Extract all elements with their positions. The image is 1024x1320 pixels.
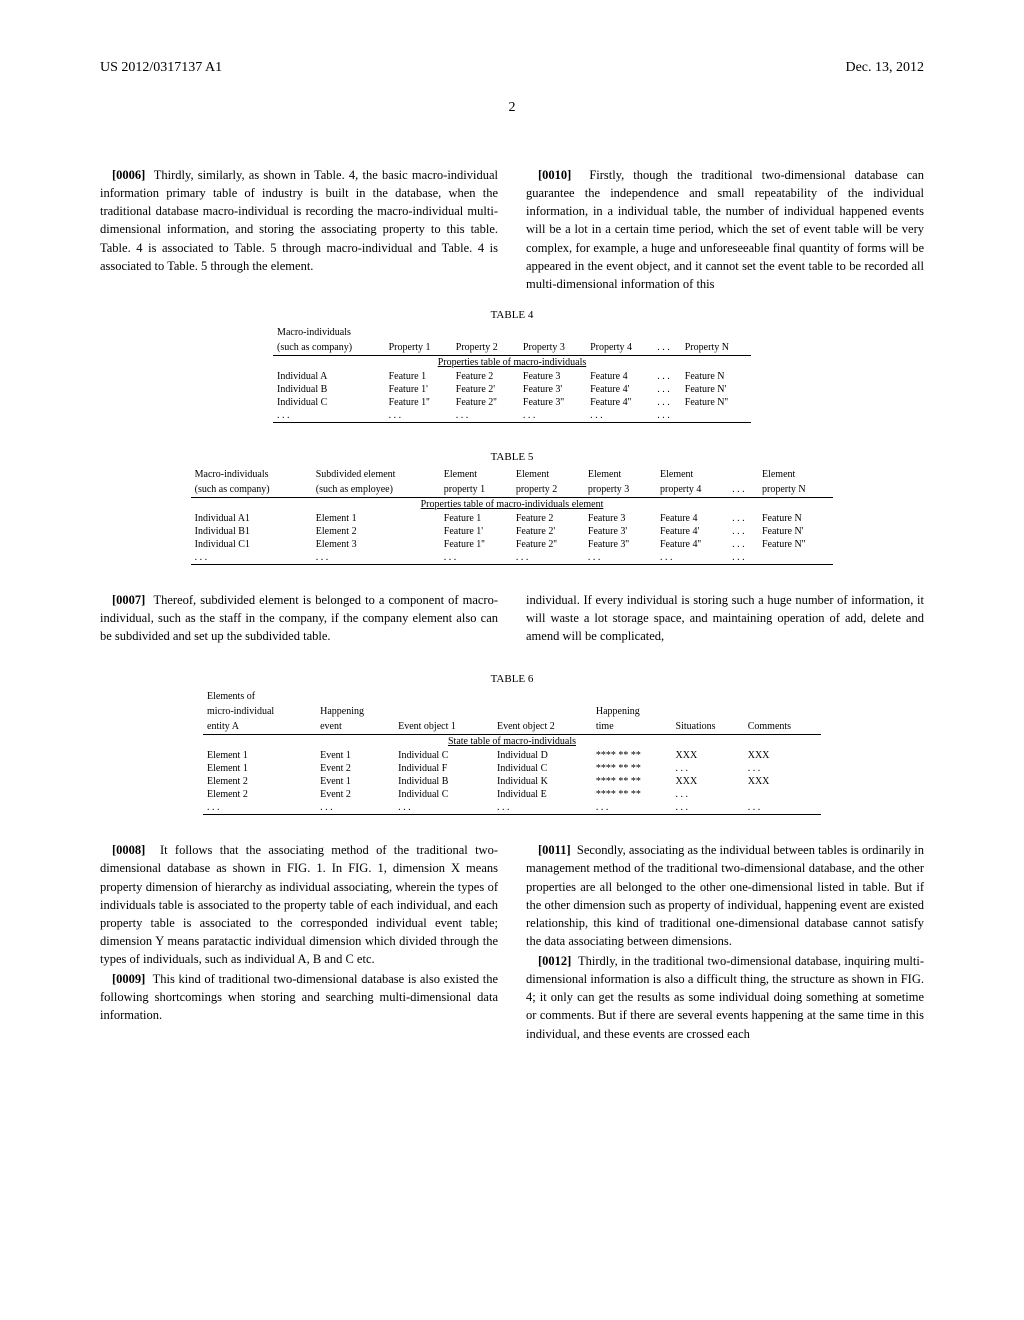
table-row: Element 2Event 2Individual CIndividual E… bbox=[203, 788, 821, 801]
bottom-two-column: [0008] It follows that the associating m… bbox=[100, 841, 924, 1044]
para-num-0008: [0008] bbox=[112, 843, 145, 857]
left-column-mid: [0007] Thereof, subdivided element is be… bbox=[100, 591, 498, 647]
patent-page: US 2012/0317137 A1 Dec. 13, 2012 2 [0006… bbox=[0, 0, 1024, 1320]
table-row: Individual B1Element 2Feature 1'Feature … bbox=[191, 525, 834, 538]
table-6-wrap: TABLE 6 State table of macro-individuals… bbox=[203, 673, 821, 815]
para-num-0010: [0010] bbox=[538, 168, 571, 182]
para-num-0006: [0006] bbox=[112, 168, 145, 182]
t6-body: Element 1Event 1Individual CIndividual D… bbox=[203, 749, 821, 815]
t4-h-macro2: (such as company) bbox=[273, 340, 385, 356]
para-num-0011: [0011] bbox=[538, 843, 571, 857]
paragraph-0010: [0010] Firstly, though the traditional t… bbox=[526, 166, 924, 293]
table-5: Properties table of macro-individuals el… bbox=[191, 467, 834, 565]
paragraph-0006: [0006] Thirdly, similarly, as shown in T… bbox=[100, 166, 498, 275]
top-two-column: [0006] Thirdly, similarly, as shown in T… bbox=[100, 166, 924, 295]
paragraph-0007: [0007] Thereof, subdivided element is be… bbox=[100, 591, 498, 645]
t4-c4: Property 4 bbox=[586, 340, 653, 356]
paragraph-0008: [0008] It follows that the associating m… bbox=[100, 841, 498, 968]
table-6-label: TABLE 6 bbox=[203, 673, 821, 685]
table-4: Properties table of macro-individuals Ma… bbox=[273, 325, 751, 423]
table-4-wrap: TABLE 4 Properties table of macro-indivi… bbox=[273, 309, 751, 423]
table-4-label: TABLE 4 bbox=[273, 309, 751, 321]
para-text-0006: Thirdly, similarly, as shown in Table. 4… bbox=[100, 168, 498, 273]
para-text-0009: This kind of traditional two-dimensional… bbox=[100, 972, 498, 1022]
mid-two-column: [0007] Thereof, subdivided element is be… bbox=[100, 591, 924, 647]
publication-date: Dec. 13, 2012 bbox=[845, 60, 924, 76]
paragraph-0009: [0009] This kind of traditional two-dime… bbox=[100, 970, 498, 1024]
para-text-0007: Thereof, subdivided element is belonged … bbox=[100, 593, 498, 643]
table-row: Element 1Event 2Individual FIndividual C… bbox=[203, 762, 821, 775]
t4-c3: Property 3 bbox=[519, 340, 586, 356]
t4-c1: Property 1 bbox=[385, 340, 452, 356]
page-header: US 2012/0317137 A1 Dec. 13, 2012 bbox=[100, 60, 924, 76]
para-text-0012: Thirdly, in the traditional two-dimensio… bbox=[526, 954, 924, 1041]
t6-h2: micro-individual bbox=[203, 704, 316, 719]
t5-h2b: (such as employee) bbox=[312, 482, 440, 498]
para-text-0010: Firstly, though the traditional two-dime… bbox=[526, 168, 924, 291]
table-row: Individual CFeature 1''Feature 2''Featur… bbox=[273, 396, 751, 409]
table-6-title: State table of macro-individuals bbox=[448, 736, 576, 747]
para-num-0007: [0007] bbox=[112, 593, 145, 607]
paragraph-0012: [0012] Thirdly, in the traditional two-d… bbox=[526, 952, 924, 1043]
table-row: Individual C1Element 3Feature 1''Feature… bbox=[191, 538, 834, 551]
right-column-top: [0010] Firstly, though the traditional t… bbox=[526, 166, 924, 295]
table-row: Individual A1Element 1Feature 1Feature 2… bbox=[191, 512, 834, 525]
table-row: . . .. . .. . .. . .. . .. . .. . . bbox=[203, 801, 821, 815]
table-row: Individual AFeature 1Feature 2Feature 3F… bbox=[273, 370, 751, 383]
table-row: Individual BFeature 1'Feature 2'Feature … bbox=[273, 383, 751, 396]
table-5-title: Properties table of macro-individuals el… bbox=[421, 499, 604, 510]
t4-c5: . . . bbox=[653, 340, 681, 356]
t4-h-macro1: Macro-individuals bbox=[273, 325, 385, 340]
para-text-0008: It follows that the associating method o… bbox=[100, 843, 498, 966]
t5-h1b: (such as company) bbox=[191, 482, 312, 498]
table-row: Element 1Event 1Individual CIndividual D… bbox=[203, 749, 821, 762]
table-row: . . .. . .. . .. . .. . .. . .. . . bbox=[191, 551, 834, 565]
t6-h3: entity A bbox=[203, 719, 316, 735]
t5-h1a: Macro-individuals bbox=[191, 467, 312, 482]
t6-h1: Elements of bbox=[203, 689, 316, 704]
paragraph-0011: [0011] Secondly, associating as the indi… bbox=[526, 841, 924, 950]
table-6: State table of macro-individuals Element… bbox=[203, 689, 821, 815]
para-num-0009: [0009] bbox=[112, 972, 145, 986]
t4-body: Individual AFeature 1Feature 2Feature 3F… bbox=[273, 370, 751, 423]
t5-h2a: Subdivided element bbox=[312, 467, 440, 482]
para-num-0012: [0012] bbox=[538, 954, 571, 968]
table-row: . . .. . .. . .. . .. . .. . . bbox=[273, 409, 751, 423]
table-5-label: TABLE 5 bbox=[191, 451, 834, 463]
left-column-bottom: [0008] It follows that the associating m… bbox=[100, 841, 498, 1044]
right-column-mid: individual. If every individual is stori… bbox=[526, 591, 924, 647]
t4-c6: Property N bbox=[681, 340, 751, 356]
t5-body: Individual A1Element 1Feature 1Feature 2… bbox=[191, 512, 834, 565]
publication-number: US 2012/0317137 A1 bbox=[100, 60, 222, 76]
t4-c2: Property 2 bbox=[452, 340, 519, 356]
right-column-bottom: [0011] Secondly, associating as the indi… bbox=[526, 841, 924, 1044]
para-text-0011: Secondly, associating as the individual … bbox=[526, 843, 924, 948]
table-4-title: Properties table of macro-individuals bbox=[438, 357, 587, 368]
table-row: Element 2Event 1Individual BIndividual K… bbox=[203, 775, 821, 788]
left-column-top: [0006] Thirdly, similarly, as shown in T… bbox=[100, 166, 498, 295]
table-5-wrap: TABLE 5 Properties table of macro-indivi… bbox=[191, 451, 834, 565]
para-text-0007-right: individual. If every individual is stori… bbox=[526, 591, 924, 645]
page-number: 2 bbox=[509, 100, 516, 116]
